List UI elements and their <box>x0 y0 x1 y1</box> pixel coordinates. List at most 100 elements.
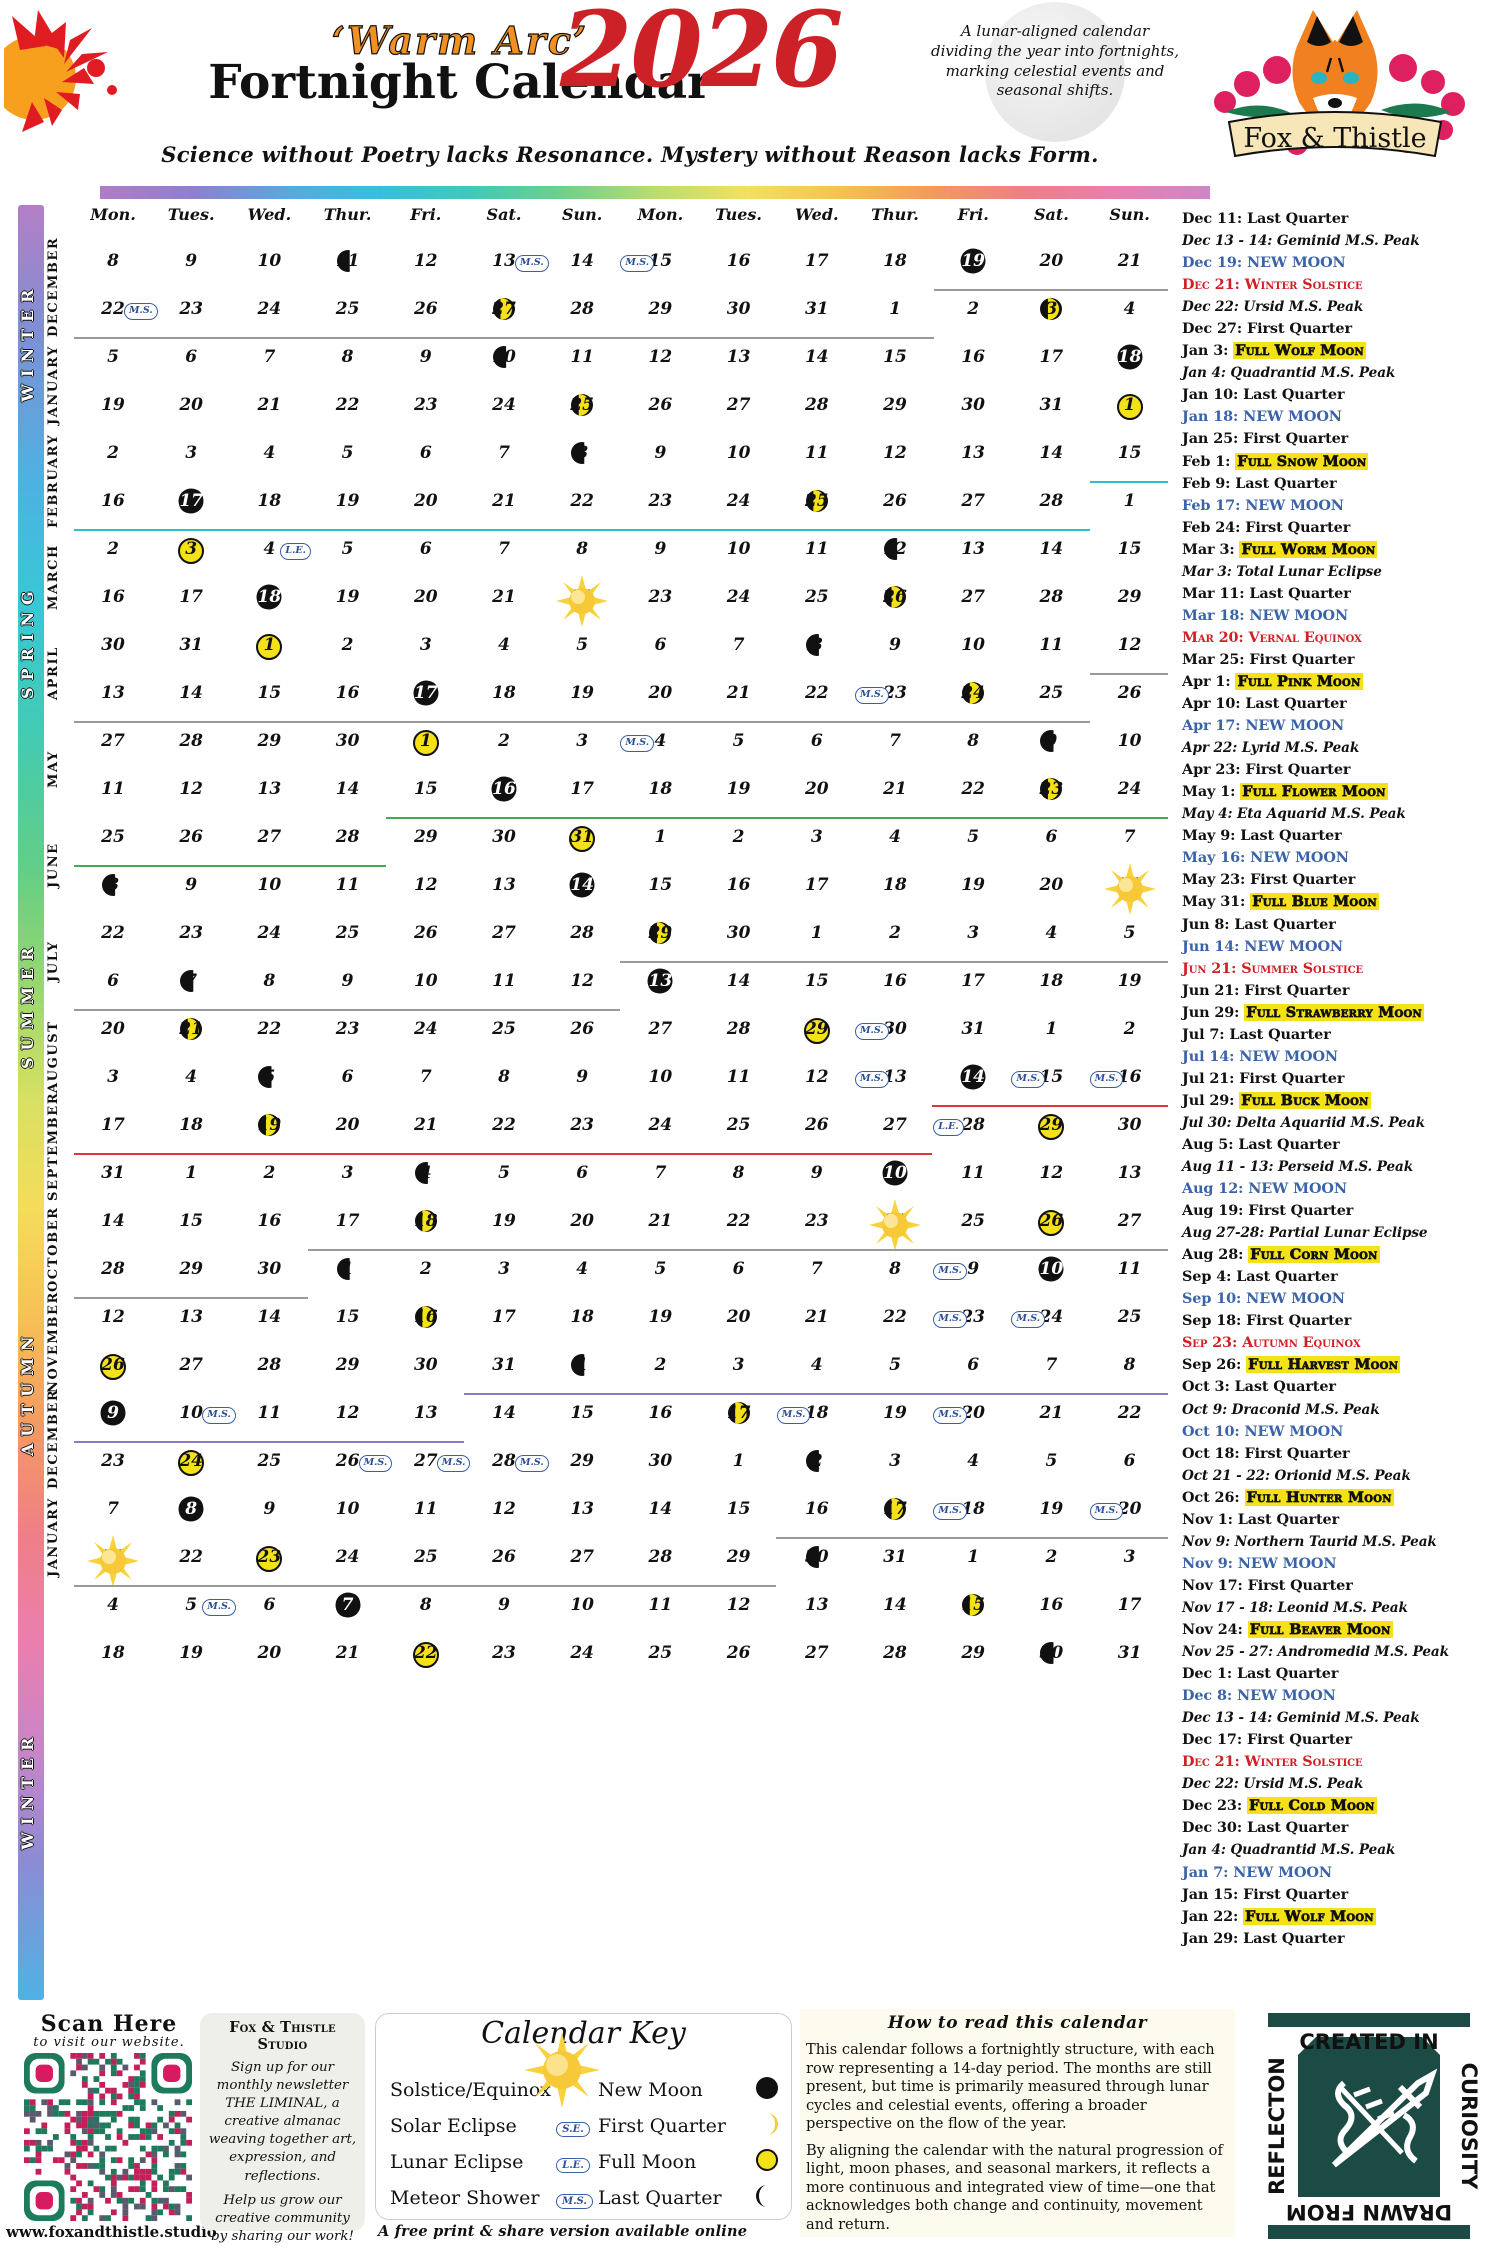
day-cell[interactable]: 10 <box>621 1057 699 1105</box>
day-cell[interactable]: 21 <box>1091 241 1169 289</box>
day-cell[interactable]: 3 <box>152 433 230 481</box>
day-cell[interactable]: 8 <box>1091 1345 1169 1393</box>
day-cell[interactable]: 9 <box>1012 721 1090 769</box>
day-cell[interactable]: 17 <box>465 1297 543 1345</box>
day-cell[interactable]: 9 <box>465 1585 543 1633</box>
day-cell[interactable]: 21 <box>856 769 934 817</box>
day-cell[interactable]: 3 <box>1012 289 1090 337</box>
day-cell[interactable]: 8 <box>387 1585 465 1633</box>
day-cell[interactable]: 2 <box>621 1345 699 1393</box>
day-cell[interactable]: 29 <box>621 289 699 337</box>
day-cell[interactable]: 24 <box>543 1633 621 1681</box>
day-cell[interactable]: 13 <box>1091 1153 1169 1201</box>
day-cell[interactable]: 6 <box>1091 1441 1169 1489</box>
day-cell[interactable]: 17 <box>152 577 230 625</box>
day-cell[interactable]: 24 M.S. <box>1011 1297 1090 1345</box>
day-cell[interactable]: 1 <box>1012 1009 1090 1057</box>
day-cell[interactable]: 1 <box>856 289 934 337</box>
day-cell[interactable]: 14 <box>778 337 856 385</box>
day-cell[interactable]: 4 <box>1091 289 1169 337</box>
day-cell[interactable]: 27 <box>1091 1201 1169 1249</box>
day-cell[interactable]: 14 <box>1012 529 1090 577</box>
day-cell[interactable]: 19 <box>309 577 387 625</box>
day-cell[interactable]: 16 M.S. <box>1089 1057 1169 1105</box>
day-cell[interactable]: 1 <box>1091 385 1169 433</box>
day-cell[interactable]: 17 <box>309 1201 387 1249</box>
day-cell[interactable]: 8 <box>74 241 152 289</box>
day-cell[interactable]: 23 <box>1012 769 1090 817</box>
day-cell[interactable]: 19 <box>621 1297 699 1345</box>
day-cell[interactable]: 30 <box>1012 1633 1090 1681</box>
day-cell[interactable]: 2 <box>778 1441 856 1489</box>
day-cell[interactable]: 12 <box>309 1393 387 1441</box>
day-cell[interactable]: 25 <box>387 1537 465 1585</box>
day-cell[interactable]: 21 <box>465 481 543 529</box>
day-cell[interactable]: 14 <box>543 865 621 913</box>
day-cell[interactable]: 29 <box>621 913 699 961</box>
day-cell[interactable]: 25 <box>543 385 621 433</box>
day-cell[interactable]: 28 <box>1012 481 1090 529</box>
day-cell[interactable]: 13 <box>778 1585 856 1633</box>
day-cell[interactable]: 18 <box>465 673 543 721</box>
day-cell[interactable]: 15 <box>934 1585 1012 1633</box>
day-cell[interactable]: 15 M.S. <box>1011 1057 1090 1105</box>
day-cell[interactable]: 27 <box>230 817 308 865</box>
day-cell[interactable]: 20 <box>309 1105 387 1153</box>
day-cell[interactable]: 20 <box>1012 865 1090 913</box>
day-cell[interactable]: 21 <box>1091 863 1169 915</box>
day-cell[interactable]: 29 <box>309 1345 387 1393</box>
day-cell[interactable]: 16 <box>387 1297 465 1345</box>
day-cell[interactable]: 5 M.S. <box>152 1585 236 1633</box>
day-cell[interactable]: 16 <box>74 577 152 625</box>
day-cell[interactable]: 21 <box>465 577 543 625</box>
day-cell[interactable]: 10 <box>230 241 308 289</box>
day-cell[interactable]: 15 <box>856 337 934 385</box>
day-cell[interactable]: 4 <box>230 433 308 481</box>
day-cell[interactable]: 9 <box>621 433 699 481</box>
day-cell[interactable]: 22 <box>934 769 1012 817</box>
day-cell[interactable]: 13 M.S. <box>465 241 549 289</box>
day-cell[interactable]: 6 <box>74 961 152 1009</box>
day-cell[interactable]: 10 <box>700 529 778 577</box>
day-cell[interactable]: 2 <box>309 625 387 673</box>
day-cell[interactable]: 8 <box>152 1489 230 1537</box>
day-cell[interactable]: 25 <box>309 913 387 961</box>
day-cell[interactable]: 14 <box>465 1393 543 1441</box>
day-cell[interactable]: 11 <box>309 241 387 289</box>
day-cell[interactable]: 12 <box>543 961 621 1009</box>
day-cell[interactable]: 9 <box>856 625 934 673</box>
day-cell[interactable]: 9 <box>621 529 699 577</box>
day-cell[interactable]: 25 <box>700 1105 778 1153</box>
day-cell[interactable]: 8 <box>230 961 308 1009</box>
day-cell[interactable]: 30 <box>387 1345 465 1393</box>
day-cell[interactable]: 30 <box>230 1249 308 1297</box>
day-cell[interactable]: 3 <box>1091 1537 1169 1585</box>
day-cell[interactable]: 11 <box>700 1057 778 1105</box>
day-cell[interactable]: 1 <box>934 1537 1012 1585</box>
day-cell[interactable]: 29 <box>230 721 308 769</box>
day-cell[interactable]: 2 <box>934 289 1012 337</box>
day-cell[interactable]: 27 <box>152 1345 230 1393</box>
day-cell[interactable]: 7 <box>778 1249 856 1297</box>
day-cell[interactable]: 4 <box>1012 913 1090 961</box>
day-cell[interactable]: 30 M.S. <box>855 1009 934 1057</box>
day-cell[interactable]: 25 <box>778 577 856 625</box>
day-cell[interactable]: 4 M.S. <box>620 721 699 769</box>
day-cell[interactable]: 9 <box>230 1489 308 1537</box>
day-cell[interactable]: 4 <box>543 1249 621 1297</box>
day-cell[interactable]: 9 <box>778 1153 856 1201</box>
day-cell[interactable]: 27 <box>465 289 543 337</box>
day-cell[interactable]: 26 <box>856 481 934 529</box>
day-cell[interactable]: 21 <box>230 385 308 433</box>
day-cell[interactable]: 4 <box>856 817 934 865</box>
day-cell[interactable]: 23 <box>152 289 230 337</box>
day-cell[interactable]: 26 <box>621 385 699 433</box>
day-cell[interactable]: 2 <box>856 913 934 961</box>
day-cell[interactable]: 25 <box>230 1441 308 1489</box>
day-cell[interactable]: 28 <box>74 1249 152 1297</box>
day-cell[interactable]: 21 <box>621 1201 699 1249</box>
day-cell[interactable]: 22 <box>856 1297 934 1345</box>
day-cell[interactable]: 12 <box>74 1297 152 1345</box>
day-cell[interactable]: 3 <box>309 1153 387 1201</box>
day-cell[interactable]: 4 <box>387 1153 465 1201</box>
